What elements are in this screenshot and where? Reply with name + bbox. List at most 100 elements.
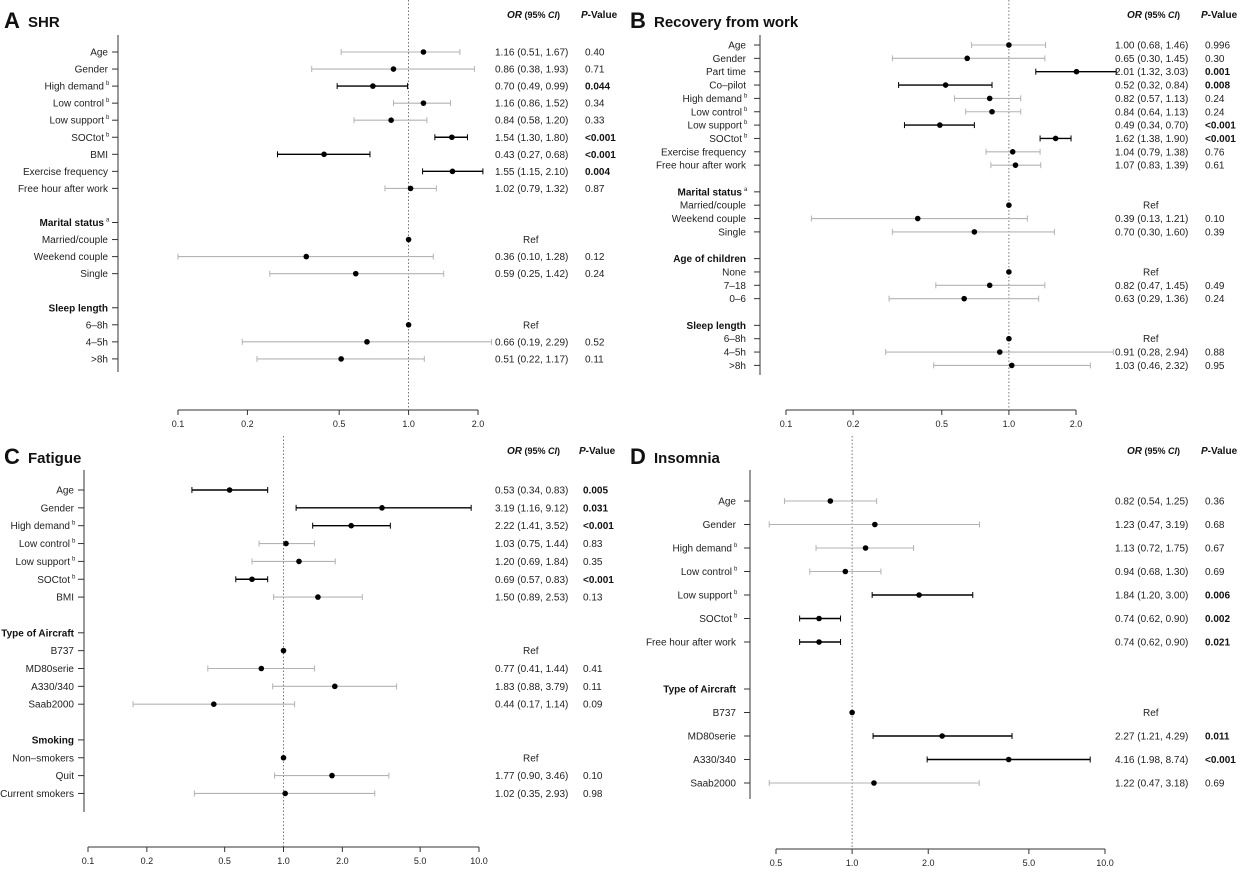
p-value: 0.34	[585, 99, 605, 110]
or-ci-value: 2.27 (1.21, 4.29)	[1115, 732, 1188, 743]
row-label: Non–smokers	[12, 753, 74, 764]
or-ci-value: 0.53 (0.34, 0.83)	[495, 486, 568, 497]
row-label: SOCtot	[709, 134, 742, 145]
or-point	[964, 55, 970, 62]
row-label: Free hour after work	[646, 638, 737, 649]
or-point	[842, 568, 849, 575]
or-ci-value: Ref	[1143, 708, 1159, 719]
row-label: Co–pilot	[709, 81, 746, 92]
or-point	[816, 615, 822, 622]
row-label: Married/couple	[42, 235, 109, 246]
group-heading: Type of Aircraft	[1, 628, 74, 639]
or-ci-value: Ref	[1143, 334, 1159, 345]
row-label: Low support	[16, 557, 71, 568]
or-point	[916, 592, 922, 598]
or-ci-header: OR (95% CI)	[1127, 446, 1180, 457]
footnote-mark: b	[744, 93, 748, 99]
or-ci-value: 2.22 (1.41, 3.52)	[495, 521, 568, 532]
p-value: 0.87	[585, 184, 605, 195]
row-label: Low control	[53, 99, 104, 110]
row-label: SOCtot	[71, 133, 104, 144]
p-value: 0.005	[583, 486, 608, 497]
or-point	[1012, 162, 1019, 168]
or-point	[1008, 362, 1015, 369]
p-value: 0.11	[585, 354, 604, 365]
p-value: 0.83	[583, 539, 603, 550]
x-tick-label: 0.1	[780, 419, 793, 429]
or-point	[986, 95, 993, 102]
or-ci-value: Ref	[1143, 267, 1159, 278]
or-point	[280, 754, 287, 761]
or-point	[1005, 756, 1012, 763]
panel-letter: C	[4, 444, 20, 469]
row-label: Exercise frequency	[23, 167, 108, 178]
or-point	[827, 498, 834, 504]
forest-panel-d: D Insomnia OR (95% CI) P-Value Age 0.82 (0.54…	[630, 436, 1238, 868]
p-value: <0.001	[1205, 755, 1236, 766]
or-ci-value: 1.20 (0.69, 1.84)	[495, 557, 568, 568]
x-tick-label: 10.0	[470, 856, 488, 866]
or-point	[1006, 202, 1012, 208]
p-value: 0.13	[583, 593, 603, 604]
group-heading: Sleep length	[49, 303, 108, 314]
header-or-text: OR	[507, 446, 523, 457]
or-ci-value: 1.77 (0.90, 3.46)	[495, 771, 568, 782]
row-label: Age	[90, 48, 108, 59]
or-ci-value: 0.74 (0.62, 0.90)	[1115, 638, 1188, 649]
x-tick-label: 2.0	[1070, 419, 1083, 429]
header-p-text: P	[1201, 446, 1208, 457]
p-value-header: P-Value	[1201, 446, 1238, 457]
row-label: A330/340	[693, 755, 736, 766]
header-ci-text: CI	[1166, 10, 1178, 20]
or-point	[390, 66, 397, 72]
or-point	[226, 487, 233, 493]
p-value: 0.006	[1205, 591, 1230, 602]
p-value: 0.011	[1205, 732, 1230, 743]
or-ci-value: 0.69 (0.57, 0.83)	[495, 575, 568, 586]
or-point	[1052, 135, 1059, 142]
header-ci-close: )	[1177, 446, 1180, 456]
p-value: 0.24	[1205, 107, 1225, 118]
or-point	[405, 322, 412, 328]
row-label: Gender	[703, 520, 737, 531]
or-point	[329, 772, 335, 779]
p-value-header: P-Value	[581, 10, 618, 21]
or-point	[1073, 68, 1080, 75]
or-ci-value: 1.04 (0.79, 1.38)	[1115, 147, 1188, 158]
p-value: 0.95	[1205, 361, 1225, 372]
or-point	[379, 505, 385, 511]
p-value: 0.021	[1205, 638, 1230, 649]
p-value: 0.12	[585, 252, 605, 263]
or-ci-value: 1.02 (0.35, 2.93)	[495, 789, 568, 800]
x-tick-label: 0.2	[847, 419, 860, 429]
p-value: 0.33	[585, 116, 605, 127]
or-point	[449, 168, 456, 175]
group-heading: Type of Aircraft	[663, 685, 736, 696]
row-label: Low support	[50, 116, 105, 127]
or-ci-value: 0.49 (0.34, 0.70)	[1115, 121, 1188, 132]
footnote-mark: b	[744, 107, 748, 113]
x-tick-label: 0.1	[172, 419, 185, 429]
or-point	[914, 215, 921, 222]
p-value: 0.004	[585, 167, 610, 178]
or-point	[1006, 269, 1012, 275]
row-label: Low control	[681, 567, 732, 578]
panel-title: Insomnia	[654, 450, 721, 467]
or-point	[210, 701, 217, 707]
or-ci-value: 1.13 (0.72, 1.75)	[1115, 544, 1188, 555]
row-label: Saab2000	[28, 700, 74, 711]
or-ci-value: 1.83 (0.88, 3.79)	[495, 682, 568, 693]
or-point	[872, 521, 878, 528]
header-p-rest: -Value	[1208, 446, 1238, 457]
p-value: 0.09	[583, 700, 603, 711]
x-tick-label: 0.5	[770, 858, 783, 868]
p-value: 0.98	[583, 789, 603, 800]
row-label: 4–5h	[724, 348, 746, 359]
x-tick-label: 0.2	[141, 856, 154, 866]
or-point	[315, 594, 321, 600]
or-ci-value: 1.22 (0.47, 3.18)	[1115, 779, 1188, 790]
or-point	[420, 49, 427, 55]
header-ci-text: CI	[546, 446, 558, 456]
or-ci-value: Ref	[1143, 201, 1159, 212]
or-point	[407, 185, 414, 192]
